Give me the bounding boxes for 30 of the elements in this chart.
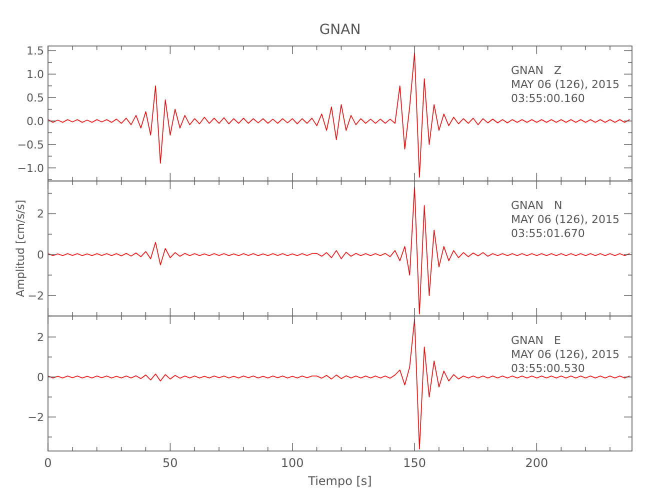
y-tick-label: 0.0 — [26, 115, 44, 128]
annotation: MAY 06 (126), 2015 — [511, 213, 620, 226]
y-tick-label: −2 — [28, 290, 44, 303]
y-tick-label: 0 — [37, 371, 44, 384]
chart-title: GNAN — [319, 22, 361, 38]
line-series — [48, 52, 630, 178]
y-tick-label: 2 — [37, 331, 44, 344]
y-tick-label: 1.5 — [26, 44, 44, 58]
annotation: MAY 06 (126), 2015 — [511, 78, 620, 91]
x-tick-label: 100 — [280, 456, 304, 470]
annotation: 03:55:00.160 — [511, 92, 585, 105]
y-tick-label: 2 — [37, 208, 44, 221]
annotation: 03:55:01.670 — [511, 227, 585, 240]
annotation: 03:55:00.530 — [511, 362, 585, 375]
annotation: GNAN E — [511, 334, 561, 347]
y-tick-label: −0.5 — [17, 138, 44, 152]
y-axis-title: Amplitud [cm/s/s] — [14, 200, 27, 298]
y-tick-label: −1.0 — [17, 162, 44, 175]
line-series — [48, 186, 630, 314]
x-tick-label: 150 — [403, 456, 426, 470]
x-tick-label: 50 — [162, 456, 178, 470]
x-tick-label: 200 — [525, 456, 548, 470]
annotation: GNAN Z — [511, 64, 562, 77]
annotation: MAY 06 (126), 2015 — [511, 348, 620, 361]
y-tick-label: −2 — [28, 411, 44, 424]
y-tick-label: 1.0 — [26, 68, 44, 82]
y-tick-label: 0 — [37, 248, 44, 262]
annotation: GNAN N — [511, 199, 562, 212]
y-tick-label: 0.5 — [26, 92, 44, 105]
x-axis-title: Tiempo [s] — [307, 474, 372, 488]
